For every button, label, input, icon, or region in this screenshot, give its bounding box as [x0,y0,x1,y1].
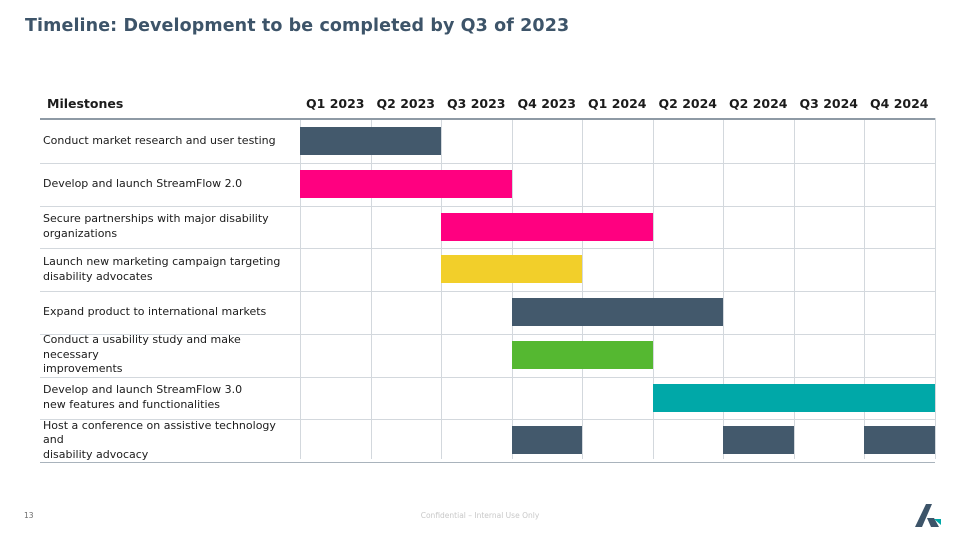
gantt-chart: Milestones Q1 2023 Q2 2023 Q3 2023 Q4 2023 Q… [40,90,936,463]
milestone-bar [723,426,794,455]
grid-column-line [582,118,583,459]
milestone-label: Conduct a usability study and make neces… [43,333,241,376]
quarter-header: Q4 2024 [870,96,929,111]
grid-column-line [300,118,301,459]
grid-column-line [793,118,795,459]
grid-row-line [40,376,935,378]
milestone-label: Develop and launch StreamFlow 3.0 new fe… [43,383,243,411]
milestone-bar [511,340,653,369]
grid-row-line [40,291,935,292]
grid-column-line [511,118,513,459]
page-number: 13 [24,511,34,520]
grid-column-line [864,118,865,459]
milestone-bar [300,127,441,155]
milestones-header: Milestones [47,96,124,111]
grid-column-line [934,118,936,459]
quarter-header: Q3 2023 [447,96,506,111]
grid-row-line [40,162,935,164]
milestone-bar [441,212,653,241]
milestone-bar [864,426,935,455]
milestone-bar [511,298,723,326]
milestone-label: Expand product to international markets [43,305,267,319]
milestone-label: Launch new marketing campaign targeting … [43,255,281,283]
confidential-notice: Confidential – Internal Use Only [420,511,540,520]
quarter-header: Q2 2024 [658,96,717,111]
quarter-header: Q1 2024 [588,96,647,111]
company-logo-icon [915,504,941,527]
grid-row-line [40,205,935,207]
milestone-label: Conduct market research and user testing [43,134,276,148]
grid-column-line [370,118,372,459]
grid-row-line [40,248,935,250]
grid-column-line [441,118,442,459]
milestone-label: Secure partnerships with major disabilit… [43,212,269,240]
milestone-bar [652,383,935,412]
grid-column-line [652,118,654,459]
grid-row-line [40,333,935,335]
milestone-bar [511,426,582,455]
grid-row-line [40,462,935,463]
quarter-header: Q4 2023 [517,96,576,111]
quarter-header: Q2 2023 [376,96,435,111]
milestone-label: Develop and launch StreamFlow 2.0 [43,176,243,190]
quarter-header: Q1 2023 [306,96,365,111]
milestone-bar [441,255,582,284]
grid-row-line [40,419,935,421]
quarter-header: Q2 2024 [729,96,788,111]
slide-title: Timeline: Development to be completed by… [25,16,570,36]
milestone-bar [300,169,512,198]
quarter-header: Q3 2024 [799,96,858,111]
header-divider [40,118,935,120]
grid-column-line [723,118,724,459]
milestone-label: Host a conference on assistive technolog… [43,418,276,461]
